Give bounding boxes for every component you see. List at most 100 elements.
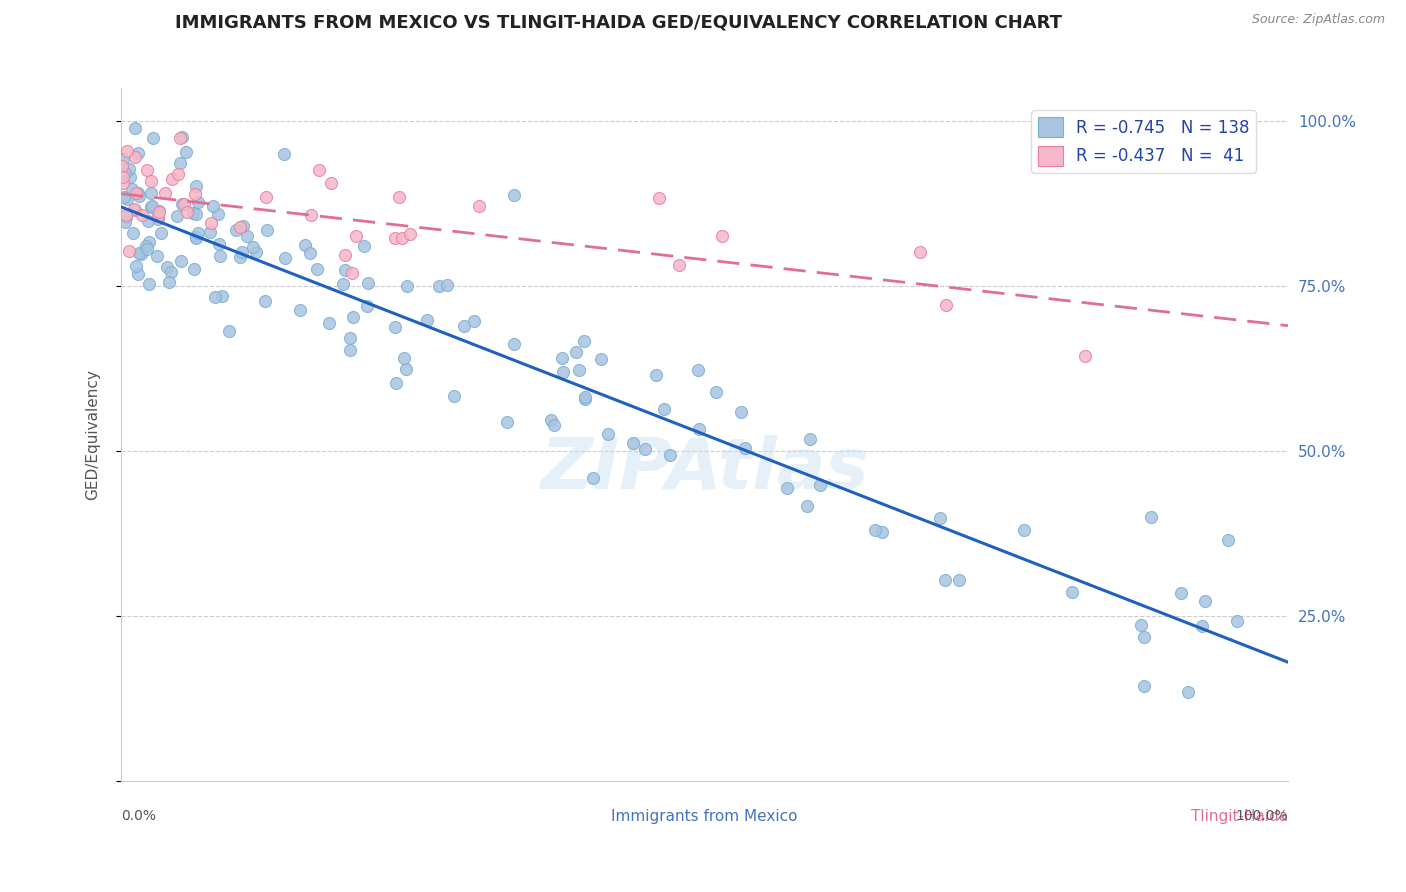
Point	[1060, 585, 1083, 599]
Point	[1216, 533, 1239, 547]
Point	[647, 191, 669, 205]
Point	[157, 275, 180, 289]
Point	[115, 208, 138, 222]
Text: IMMIGRANTS FROM MEXICO VS TLINGIT-HAIDA GED/EQUIVALENCY CORRELATION CHART: IMMIGRANTS FROM MEXICO VS TLINGIT-HAIDA …	[176, 13, 1062, 31]
Point	[115, 192, 138, 206]
Point	[299, 208, 322, 222]
Point	[172, 197, 194, 211]
Point	[294, 238, 316, 252]
Point	[184, 230, 207, 244]
Point	[225, 223, 247, 237]
Point	[416, 313, 439, 327]
Point	[254, 294, 277, 309]
Point	[353, 238, 375, 252]
Point	[711, 229, 734, 244]
Point	[796, 499, 818, 513]
Point	[112, 176, 135, 190]
Point	[589, 351, 612, 366]
Point	[1012, 523, 1035, 537]
Point	[124, 150, 146, 164]
Point	[706, 385, 728, 400]
Point	[574, 334, 596, 349]
Point	[187, 226, 209, 240]
Point	[148, 209, 170, 223]
Point	[114, 215, 136, 229]
Point	[453, 319, 475, 334]
Point	[391, 230, 413, 244]
Point	[321, 176, 343, 190]
Point	[335, 248, 357, 262]
Point	[308, 163, 330, 178]
Point	[141, 199, 163, 213]
Point	[125, 186, 148, 201]
Point	[200, 216, 222, 230]
Point	[112, 169, 135, 184]
Point	[254, 190, 277, 204]
Point	[730, 405, 752, 419]
Point	[160, 265, 183, 279]
Point	[129, 246, 152, 260]
Point	[686, 362, 709, 376]
Point	[568, 363, 591, 377]
Point	[148, 205, 170, 219]
Point	[114, 166, 136, 180]
Point	[139, 186, 162, 201]
Point	[502, 187, 524, 202]
Point	[668, 258, 690, 272]
Point	[395, 362, 418, 376]
Point	[186, 194, 208, 209]
Point	[124, 120, 146, 135]
Point	[211, 289, 233, 303]
Point	[128, 189, 150, 203]
Point	[357, 276, 380, 290]
Point	[229, 220, 252, 235]
Point	[1191, 619, 1213, 633]
Point	[1074, 349, 1097, 363]
Point	[115, 145, 138, 159]
Point	[356, 299, 378, 313]
Point	[184, 207, 207, 221]
Point	[136, 243, 159, 257]
Text: ZIPAtlas: ZIPAtlas	[540, 434, 869, 504]
Point	[396, 279, 419, 293]
Point	[115, 210, 138, 224]
Point	[150, 226, 173, 240]
Point	[167, 167, 190, 181]
Point	[184, 187, 207, 202]
Point	[1170, 586, 1192, 600]
Point	[166, 209, 188, 223]
Point	[148, 211, 170, 226]
Point	[135, 238, 157, 252]
Point	[229, 250, 252, 264]
Point	[1133, 679, 1156, 693]
Point	[928, 511, 950, 525]
Point	[935, 298, 957, 312]
Text: Immigrants from Mexico: Immigrants from Mexico	[612, 809, 797, 823]
Point	[274, 251, 297, 265]
Point	[148, 203, 170, 218]
Point	[808, 477, 831, 491]
Point	[463, 313, 485, 327]
Point	[799, 432, 821, 446]
Point	[173, 197, 195, 211]
Point	[344, 228, 367, 243]
Point	[934, 573, 956, 587]
Point	[288, 302, 311, 317]
Point	[146, 249, 169, 263]
Point	[111, 159, 134, 173]
Point	[118, 161, 141, 176]
Point	[332, 277, 354, 292]
Point	[201, 199, 224, 213]
Point	[1177, 685, 1199, 699]
Point	[124, 202, 146, 216]
Point	[118, 169, 141, 184]
Point	[387, 190, 409, 204]
Point	[245, 244, 267, 259]
Point	[111, 152, 134, 166]
Point	[565, 345, 588, 359]
Point	[181, 206, 204, 220]
Point	[170, 254, 193, 268]
Point	[139, 200, 162, 214]
Point	[122, 227, 145, 241]
Point	[865, 523, 887, 537]
